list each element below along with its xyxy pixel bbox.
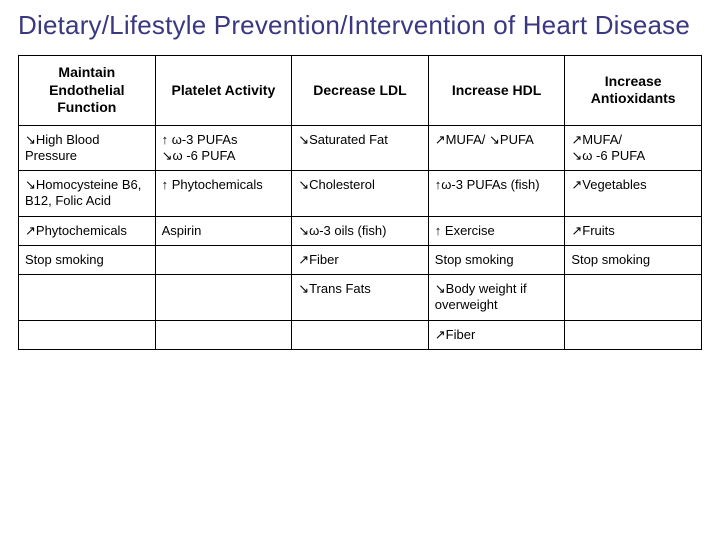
table-cell: ↘ω-3 oils (fish) [292, 216, 429, 245]
col-header: Maintain Endothelial Function [19, 56, 156, 126]
table-cell [565, 275, 702, 321]
table-header-row: Maintain Endothelial Function Platelet A… [19, 56, 702, 126]
table-row: ↗PhytochemicalsAspirin↘ω-3 oils (fish)↑ … [19, 216, 702, 245]
table-cell: ↘Cholesterol [292, 171, 429, 217]
table-body: ↘High Blood Pressure↑ ω-3 PUFAs↘ω -6 PUF… [19, 125, 702, 349]
table-cell: Stop smoking [565, 245, 702, 274]
slide-title: Dietary/Lifestyle Prevention/Interventio… [18, 10, 702, 41]
table-cell [19, 275, 156, 321]
table-cell: ↗Fruits [565, 216, 702, 245]
table-cell: ↗Fiber [428, 320, 565, 349]
table-row: ↘High Blood Pressure↑ ω-3 PUFAs↘ω -6 PUF… [19, 125, 702, 171]
table-cell: ↗Fiber [292, 245, 429, 274]
table-cell [155, 275, 292, 321]
table-cell: ↗Vegetables [565, 171, 702, 217]
table-cell: ↘Body weight if overweight [428, 275, 565, 321]
table-row: ↘Trans Fats↘Body weight if overweight [19, 275, 702, 321]
slide: Dietary/Lifestyle Prevention/Interventio… [0, 0, 720, 540]
table-cell [292, 320, 429, 349]
table-cell [565, 320, 702, 349]
table-cell: ↑ ω-3 PUFAs↘ω -6 PUFA [155, 125, 292, 171]
table-cell: Stop smoking [428, 245, 565, 274]
col-header: Decrease LDL [292, 56, 429, 126]
table-cell: ↗Phytochemicals [19, 216, 156, 245]
col-header: Increase Antioxidants [565, 56, 702, 126]
table-cell: ↘Homocysteine B6, B12, Folic Acid [19, 171, 156, 217]
table-row: ↗Fiber [19, 320, 702, 349]
table-cell: Aspirin [155, 216, 292, 245]
table-cell: ↑ Exercise [428, 216, 565, 245]
table-cell: ↘Saturated Fat [292, 125, 429, 171]
table-cell: ↗MUFA/ ↘PUFA [428, 125, 565, 171]
table-row: Stop smoking↗FiberStop smokingStop smoki… [19, 245, 702, 274]
col-header: Increase HDL [428, 56, 565, 126]
table-cell [155, 320, 292, 349]
col-header: Platelet Activity [155, 56, 292, 126]
table-cell: ↘High Blood Pressure [19, 125, 156, 171]
table-cell [19, 320, 156, 349]
table-cell [155, 245, 292, 274]
table-cell: ↗MUFA/↘ω -6 PUFA [565, 125, 702, 171]
table-cell: ↑ω-3 PUFAs (fish) [428, 171, 565, 217]
table-cell: ↘Trans Fats [292, 275, 429, 321]
prevention-table: Maintain Endothelial Function Platelet A… [18, 55, 702, 350]
table-cell: Stop smoking [19, 245, 156, 274]
table-cell: ↑ Phytochemicals [155, 171, 292, 217]
table-row: ↘Homocysteine B6, B12, Folic Acid↑ Phyto… [19, 171, 702, 217]
